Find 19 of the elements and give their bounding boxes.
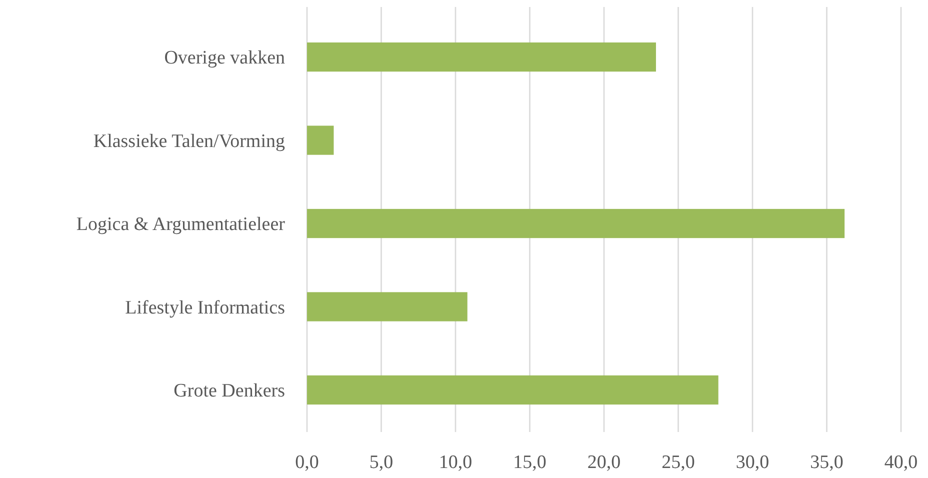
x-tick-label: 20,0 [587, 452, 621, 473]
x-tick-label: 15,0 [513, 452, 546, 473]
x-tick-label: 0,0 [295, 452, 319, 473]
y-tick-label: Klassieke Talen/Vorming [93, 130, 286, 152]
y-tick-label: Lifestyle Informatics [125, 297, 285, 318]
y-tick-label: Logica & Argumentatieleer [76, 214, 286, 236]
x-tick-label: 5,0 [369, 452, 394, 473]
bar [307, 375, 718, 405]
y-tick-label: Grote Denkers [174, 380, 285, 402]
x-tick-label: 35,0 [810, 452, 844, 473]
x-tick-label: 25,0 [662, 452, 695, 473]
bar [307, 42, 656, 72]
bar [307, 126, 334, 155]
x-tick-label: 10,0 [438, 452, 472, 473]
x-tick-label: 30,0 [736, 452, 770, 473]
y-tick-label: Overige vakken [164, 48, 286, 69]
bar [307, 292, 468, 322]
bar [307, 208, 845, 238]
x-tick-label: 40,0 [884, 452, 918, 473]
